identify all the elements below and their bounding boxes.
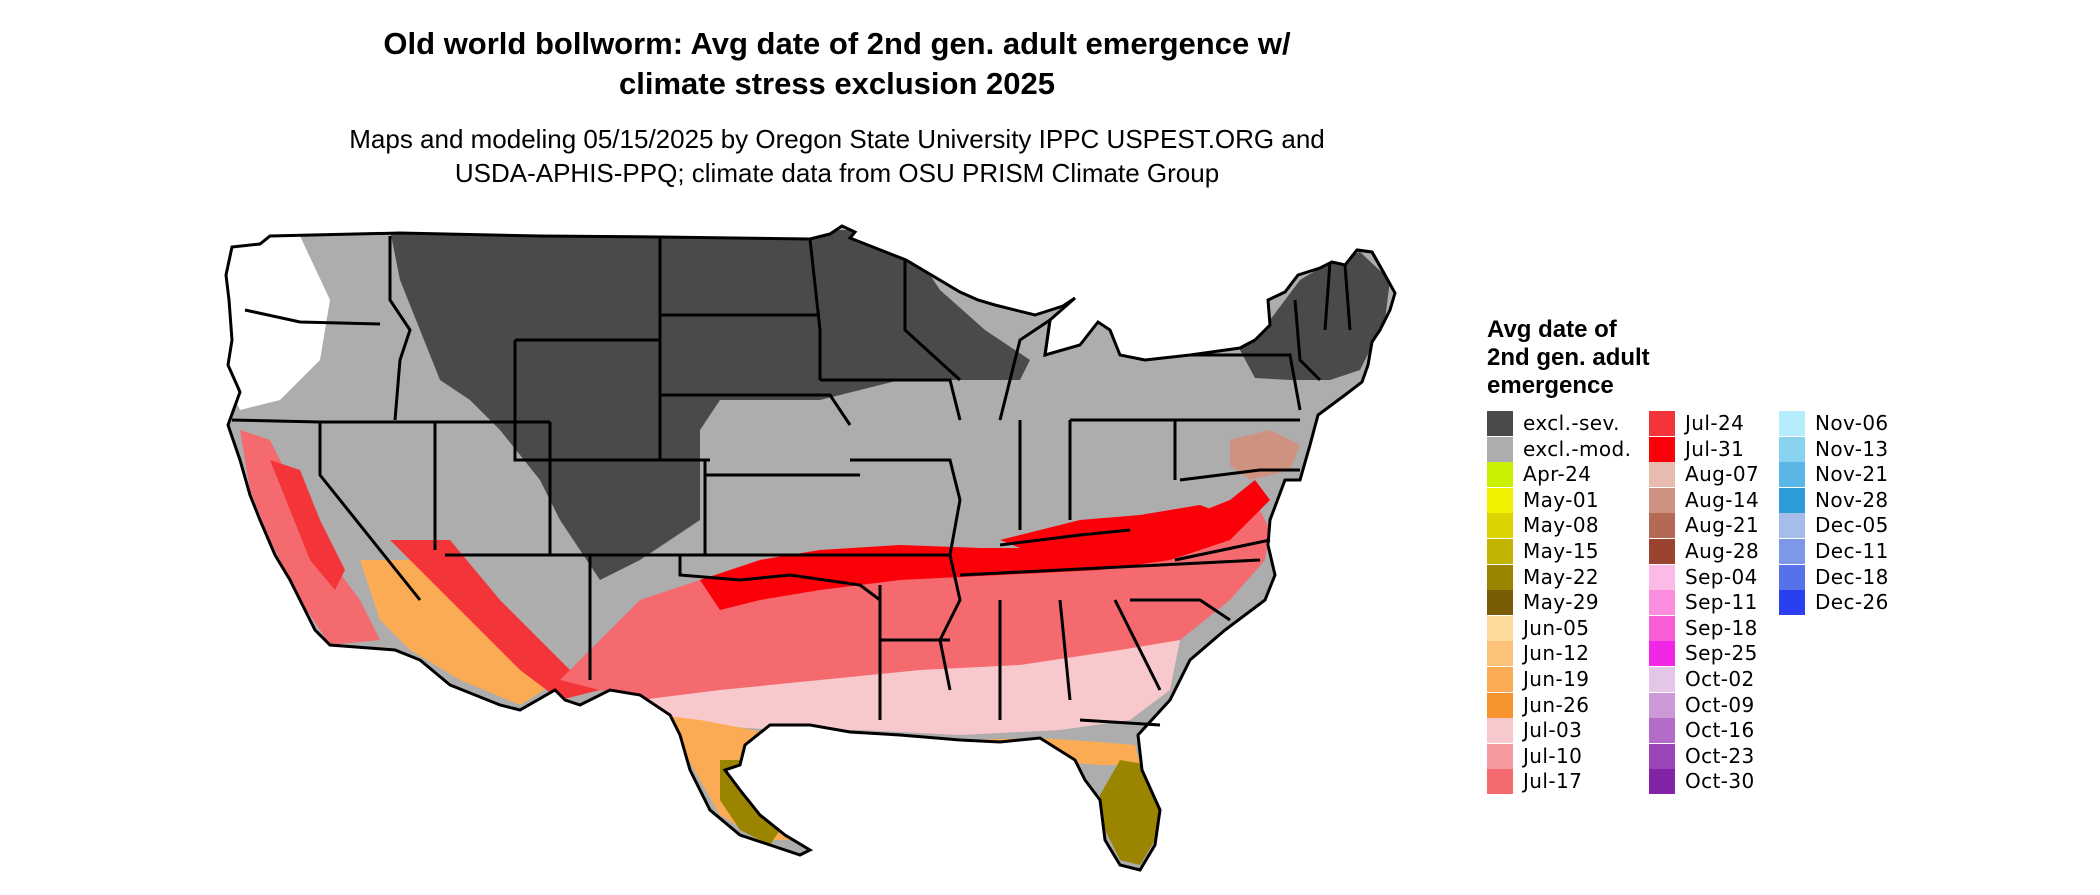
legend-label: Oct-09 bbox=[1685, 692, 1755, 717]
legend-swatch bbox=[1487, 487, 1513, 513]
legend-swatch bbox=[1649, 718, 1675, 744]
legend-label: May-01 bbox=[1523, 487, 1600, 512]
legend-label: Dec-05 bbox=[1815, 513, 1889, 538]
legend-label: Nov-21 bbox=[1815, 462, 1889, 487]
legend-title-line-3: emergence bbox=[1487, 372, 1614, 399]
legend-label: Oct-30 bbox=[1685, 769, 1755, 794]
legend-title-line-2: 2nd gen. adult bbox=[1487, 344, 1650, 371]
legend-label: excl.-mod. bbox=[1523, 436, 1632, 461]
legend-swatch bbox=[1487, 564, 1513, 590]
legend-swatch bbox=[1487, 590, 1513, 616]
legend-label: Jun-12 bbox=[1523, 641, 1590, 666]
legend-swatch bbox=[1487, 641, 1513, 667]
legend-swatch bbox=[1779, 538, 1805, 564]
state-borders bbox=[224, 224, 1397, 872]
legend-label: Jul-10 bbox=[1523, 743, 1583, 768]
legend-label: Sep-18 bbox=[1685, 615, 1758, 640]
legend-label: Sep-25 bbox=[1685, 641, 1758, 666]
legend-swatch bbox=[1779, 411, 1805, 436]
legend-swatch bbox=[1779, 462, 1805, 488]
legend-swatch bbox=[1649, 692, 1675, 718]
legend-swatch bbox=[1779, 513, 1805, 539]
legend-swatch bbox=[1487, 513, 1513, 539]
legend-swatch bbox=[1649, 769, 1675, 795]
legend-label: Sep-11 bbox=[1685, 590, 1758, 615]
legend-swatch bbox=[1487, 538, 1513, 564]
legend-label: Dec-18 bbox=[1815, 564, 1889, 589]
legend-label: Oct-02 bbox=[1685, 666, 1755, 691]
legend-swatch bbox=[1487, 615, 1513, 641]
legend-label: Sep-04 bbox=[1685, 564, 1758, 589]
legend-swatch bbox=[1779, 590, 1805, 616]
legend-label: excl.-sev. bbox=[1523, 411, 1620, 435]
legend-label: Dec-11 bbox=[1815, 538, 1889, 563]
legend-label: Jun-19 bbox=[1523, 666, 1590, 691]
legend-label: Apr-24 bbox=[1523, 462, 1592, 487]
legend-swatch bbox=[1487, 718, 1513, 744]
legend-swatch bbox=[1779, 436, 1805, 462]
subtitle-line-2: USDA-APHIS-PPQ; climate data from OSU PR… bbox=[454, 158, 1220, 188]
map-title: Old world bollworm: Avg date of 2nd gen.… bbox=[0, 24, 1674, 104]
legend-swatch bbox=[1649, 743, 1675, 769]
legend-swatch bbox=[1487, 462, 1513, 488]
legend-swatch bbox=[1487, 692, 1513, 718]
legend-swatch bbox=[1649, 462, 1675, 488]
legend-swatch bbox=[1649, 564, 1675, 590]
legend-label: Aug-28 bbox=[1685, 538, 1760, 563]
legend-label: Jul-24 bbox=[1685, 411, 1745, 435]
title-line-2: climate stress exclusion 2025 bbox=[619, 66, 1055, 101]
legend-swatch bbox=[1649, 513, 1675, 539]
legend-swatch bbox=[1649, 538, 1675, 564]
legend-label: Nov-13 bbox=[1815, 436, 1889, 461]
legend-swatch bbox=[1649, 436, 1675, 462]
legend-label: May-08 bbox=[1523, 513, 1600, 538]
legend-swatch bbox=[1487, 666, 1513, 692]
legend-swatch bbox=[1487, 743, 1513, 769]
legend-label: Nov-28 bbox=[1815, 487, 1889, 512]
legend-swatch bbox=[1649, 666, 1675, 692]
title-line-1: Old world bollworm: Avg date of 2nd gen.… bbox=[383, 26, 1291, 61]
legend-swatch bbox=[1649, 487, 1675, 513]
legend-swatch bbox=[1649, 590, 1675, 616]
legend-label: Jul-17 bbox=[1523, 769, 1583, 794]
legend-label: May-29 bbox=[1523, 590, 1600, 615]
legend-swatch bbox=[1649, 641, 1675, 667]
legend-swatch bbox=[1779, 564, 1805, 590]
legend-label: Jun-05 bbox=[1523, 615, 1590, 640]
legend-label: Oct-16 bbox=[1685, 718, 1755, 743]
legend-title-line-1: Avg date of bbox=[1487, 316, 1617, 343]
legend-label: Oct-23 bbox=[1685, 743, 1755, 768]
subtitle-line-1: Maps and modeling 05/15/2025 by Oregon S… bbox=[349, 124, 1325, 154]
legend-label: Nov-06 bbox=[1815, 411, 1889, 435]
legend-label: May-22 bbox=[1523, 564, 1600, 589]
legend-swatch bbox=[1649, 615, 1675, 641]
legend-label: Jul-03 bbox=[1523, 718, 1583, 743]
legend-label: Aug-14 bbox=[1685, 487, 1760, 512]
legend-swatch bbox=[1779, 487, 1805, 513]
map-subtitle: Maps and modeling 05/15/2025 by Oregon S… bbox=[0, 122, 1674, 190]
legend-label: Aug-07 bbox=[1685, 462, 1760, 487]
legend-swatch bbox=[1487, 411, 1513, 436]
legend-label: May-15 bbox=[1523, 538, 1600, 563]
legend-swatch bbox=[1649, 411, 1675, 436]
legend-label: Dec-26 bbox=[1815, 590, 1889, 615]
legend-label: Jul-31 bbox=[1685, 436, 1745, 461]
legend-label: Jun-26 bbox=[1523, 692, 1590, 717]
legend-title: Avg date of 2nd gen. adult emergence bbox=[1487, 316, 1650, 400]
us-emergence-map bbox=[224, 224, 1397, 872]
legend-label: Aug-21 bbox=[1685, 513, 1760, 538]
legend: excl.-sev. excl.-mod. Apr-24 May-01 May-08 Ma… bbox=[1487, 410, 1947, 795]
legend-swatch bbox=[1487, 436, 1513, 462]
legend-swatch bbox=[1487, 769, 1513, 795]
